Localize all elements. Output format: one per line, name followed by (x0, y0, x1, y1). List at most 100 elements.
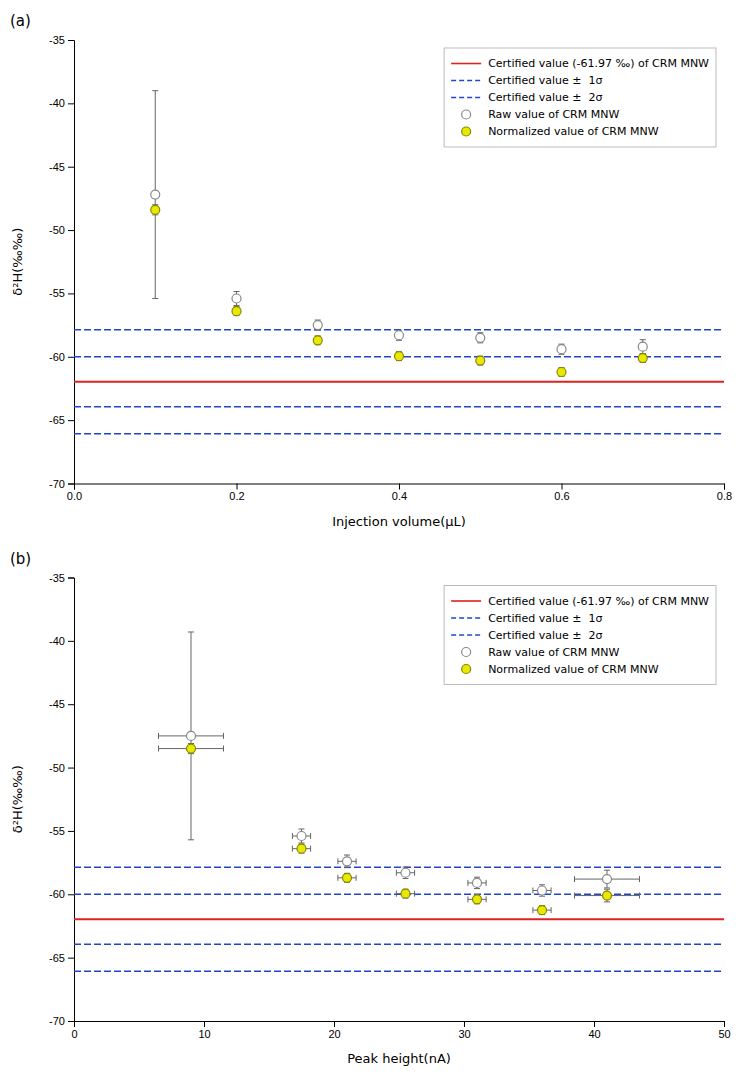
point (401, 889, 410, 898)
legend-swatch (451, 97, 481, 99)
point (343, 873, 352, 882)
x-tick-mark (562, 484, 563, 490)
y-error-cap (299, 829, 305, 830)
legend-item: Certified value ± 2σ (451, 629, 602, 642)
y-error-cap (234, 305, 240, 306)
x-error-cap (223, 746, 224, 752)
y-axis-title: δ²H(‰‰) (10, 228, 25, 296)
point (151, 190, 160, 199)
x-tick: 20 (328, 1021, 340, 1040)
x-error-cap (467, 880, 468, 886)
x-error-cap (223, 733, 224, 739)
y-error-cap (604, 889, 610, 890)
legend-label: Certified value ± 1σ (488, 74, 602, 87)
x-error-cap (551, 887, 552, 893)
x-error-cap (396, 891, 397, 897)
y-error-cap (188, 839, 194, 840)
y-error-cap (234, 291, 240, 292)
reference-line (74, 894, 724, 896)
point (313, 321, 322, 330)
x-error-cap (414, 870, 415, 876)
x-error-cap (310, 833, 311, 839)
y-tick-label: -60 (49, 888, 65, 900)
x-error-cap (396, 870, 397, 876)
legend-item: Certified value (-61.97 ‰) of CRM MNW (451, 595, 709, 608)
y-tick: -50 (49, 224, 74, 236)
point (313, 336, 322, 345)
point (476, 356, 485, 365)
panel: 0.00.20.40.60.8-70-65-60-55-50-45-40-35I… (10, 12, 732, 529)
x-tick: 0.8 (717, 484, 732, 503)
y-tick-label: -35 (49, 34, 65, 46)
y-error-cap (344, 855, 350, 856)
point (401, 868, 410, 877)
point (473, 878, 482, 887)
reference-line (74, 943, 724, 945)
legend-label: Certified value (-61.97 ‰) of CRM MNW (488, 57, 709, 70)
reference-line (74, 970, 724, 972)
x-tick: 0.0 (67, 484, 82, 503)
y-tick: -45 (49, 698, 74, 710)
y-tick-label: -65 (49, 952, 65, 964)
legend-swatch (451, 80, 481, 82)
y-tick-label: -70 (49, 1015, 65, 1027)
y-tick-mark (68, 167, 74, 168)
y-error-cap (539, 884, 545, 885)
y-error-cap (640, 339, 646, 340)
legend-item: Certified value (-61.97 ‰) of CRM MNW (451, 57, 709, 70)
x-error-cap (356, 875, 357, 881)
y-tick-mark (68, 894, 74, 895)
y-tick: -55 (49, 825, 74, 837)
x-error-cap (551, 907, 552, 913)
y-tick-label: -60 (49, 351, 65, 363)
reference-line (74, 867, 724, 869)
x-tick-mark (724, 484, 725, 490)
y-tick-mark (68, 40, 74, 41)
legend-item: Raw value of CRM MNW (462, 646, 620, 659)
y-tick: -60 (49, 351, 74, 363)
x-axis-line (75, 484, 725, 490)
y-tick-label: -35 (49, 572, 65, 584)
y-tick-mark (68, 420, 74, 421)
y-axis: -70-65-60-55-50-45-40-35 (49, 572, 74, 1028)
x-axis: 01020304050 (71, 1021, 730, 1040)
x-tick-label: 0.4 (392, 490, 407, 502)
point (557, 367, 566, 376)
legend-label: Normalized value of CRM MNW (488, 663, 659, 676)
point (151, 205, 160, 214)
legend-swatch (462, 127, 471, 136)
y-tick-mark (68, 578, 74, 579)
y-tick-label: -55 (49, 825, 65, 837)
y-tick-label: -65 (49, 414, 65, 426)
x-tick-label: 0 (71, 1028, 77, 1040)
x-tick-label: 0.8 (717, 490, 732, 502)
x-error-cap (574, 876, 575, 882)
x-tick-mark (464, 1021, 465, 1027)
y-tick-mark (68, 768, 74, 769)
legend-label: Normalized value of CRM MNW (488, 125, 659, 138)
y-error-cap (344, 867, 350, 868)
y-tick: -45 (49, 161, 74, 173)
legend-swatch (462, 110, 471, 119)
legend-swatch (462, 665, 471, 674)
y-axis-line (68, 41, 75, 485)
y-tick-label: -55 (49, 287, 65, 299)
point (343, 857, 352, 866)
point (476, 333, 485, 342)
y-tick-label: -50 (49, 224, 65, 236)
x-error-cap (486, 880, 487, 886)
legend-label: Certified value (-61.97 ‰) of CRM MNW (488, 595, 709, 608)
x-error-cap (467, 896, 468, 902)
x-error-cap (158, 733, 159, 739)
y-axis-line (68, 578, 75, 1022)
x-error-cap (639, 876, 640, 882)
x-tick-label: 0.6 (554, 490, 569, 502)
y-tick-mark (68, 103, 74, 104)
point (538, 886, 547, 895)
y-tick-mark (68, 958, 74, 959)
legend-label: Certified value ± 2σ (488, 91, 602, 104)
panel-title: (b) (10, 550, 31, 568)
point (538, 906, 547, 915)
y-tick: -40 (49, 97, 74, 109)
legend-label: Certified value ± 1σ (488, 612, 602, 625)
